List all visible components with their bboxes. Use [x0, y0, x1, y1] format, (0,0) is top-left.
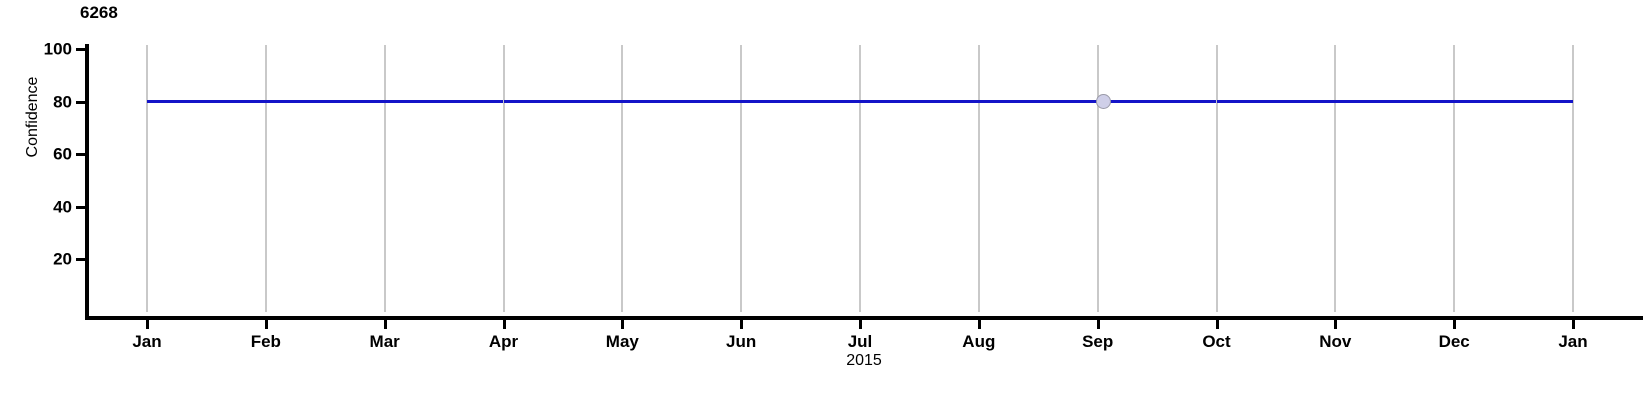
x-tick-mark — [1572, 320, 1575, 329]
gridline — [1334, 45, 1337, 312]
y-tick-mark — [76, 100, 85, 104]
series-line-segment — [503, 100, 623, 104]
x-tick-mark — [1215, 320, 1219, 329]
x-tick-mark — [859, 320, 862, 329]
y-axis-spine — [85, 44, 89, 320]
plot-area: 20 40 60 80 100 Jan Feb Mar Apr May Jun Jul Aug Sep O… — [44, 22, 1643, 351]
series-line-segment — [1335, 100, 1455, 104]
y-tick-label: 40 — [53, 197, 72, 217]
y-tick-label: 100 — [43, 39, 72, 59]
x-tick-mark — [383, 320, 387, 329]
x-tick-label: Aug — [962, 332, 996, 351]
series-line-segment — [384, 100, 504, 104]
y-tick-label: 20 — [53, 249, 72, 269]
gridline — [977, 45, 980, 312]
gridline — [264, 45, 267, 312]
x-tick-mark — [1453, 320, 1457, 329]
x-tick-label: Jun — [726, 332, 757, 351]
gridline — [1453, 45, 1456, 312]
x-tick-mark — [502, 320, 506, 329]
x-tick-label: Feb — [250, 332, 281, 351]
y-tick-mark — [76, 205, 85, 209]
data-point-marker[interactable] — [1096, 94, 1112, 110]
gridline — [1096, 45, 1099, 312]
x-tick-label: Sep — [1082, 332, 1114, 351]
x-tick-label: Dec — [1438, 332, 1470, 351]
y-tick-mark — [76, 258, 85, 262]
gridline — [621, 45, 624, 312]
x-axis-spine — [85, 316, 1643, 320]
y-axis-title: Confidence — [24, 76, 41, 158]
gridline — [1215, 45, 1218, 312]
series-line-segment — [1097, 100, 1217, 104]
x-tick-label: Mar — [369, 332, 400, 351]
gridline — [740, 45, 743, 312]
x-tick-mark — [146, 320, 149, 329]
y-tick-mark — [76, 153, 85, 157]
x-tick-label: Apr — [488, 332, 519, 351]
x-tick-mark — [1334, 320, 1338, 329]
series-line-segment — [147, 100, 266, 104]
series-line-segment — [265, 100, 385, 104]
series-line-segment — [860, 100, 979, 104]
series-line-segment — [1216, 100, 1336, 104]
x-tick-label: Oct — [1202, 332, 1231, 351]
x-tick-mark — [264, 320, 268, 329]
y-tick-label: 60 — [53, 144, 72, 164]
gridline — [859, 45, 861, 312]
x-tick-mark — [1096, 320, 1100, 329]
series-line-segment — [978, 100, 1098, 104]
series-line-segment — [1454, 100, 1573, 104]
x-tick-mark — [977, 320, 981, 329]
x-tick-label: Nov — [1319, 332, 1352, 351]
x-tick-label: May — [605, 332, 639, 351]
x-tick-mark — [621, 320, 625, 329]
gridline — [502, 45, 505, 312]
x-tick-label: Jan — [132, 332, 162, 351]
gridline — [146, 45, 148, 312]
series-line-segment — [741, 100, 860, 104]
chart-title: 6268 — [80, 3, 118, 22]
y-tick-mark — [76, 48, 85, 51]
x-tick-label: Jan — [1558, 332, 1588, 351]
gridline — [383, 45, 386, 312]
gridline — [1572, 45, 1574, 312]
x-axis-title: 2015 — [846, 352, 882, 369]
y-tick-label: 80 — [53, 92, 72, 112]
x-tick-mark — [740, 320, 744, 329]
x-tick-label: Jul — [847, 332, 873, 351]
series-line-segment — [622, 100, 742, 104]
